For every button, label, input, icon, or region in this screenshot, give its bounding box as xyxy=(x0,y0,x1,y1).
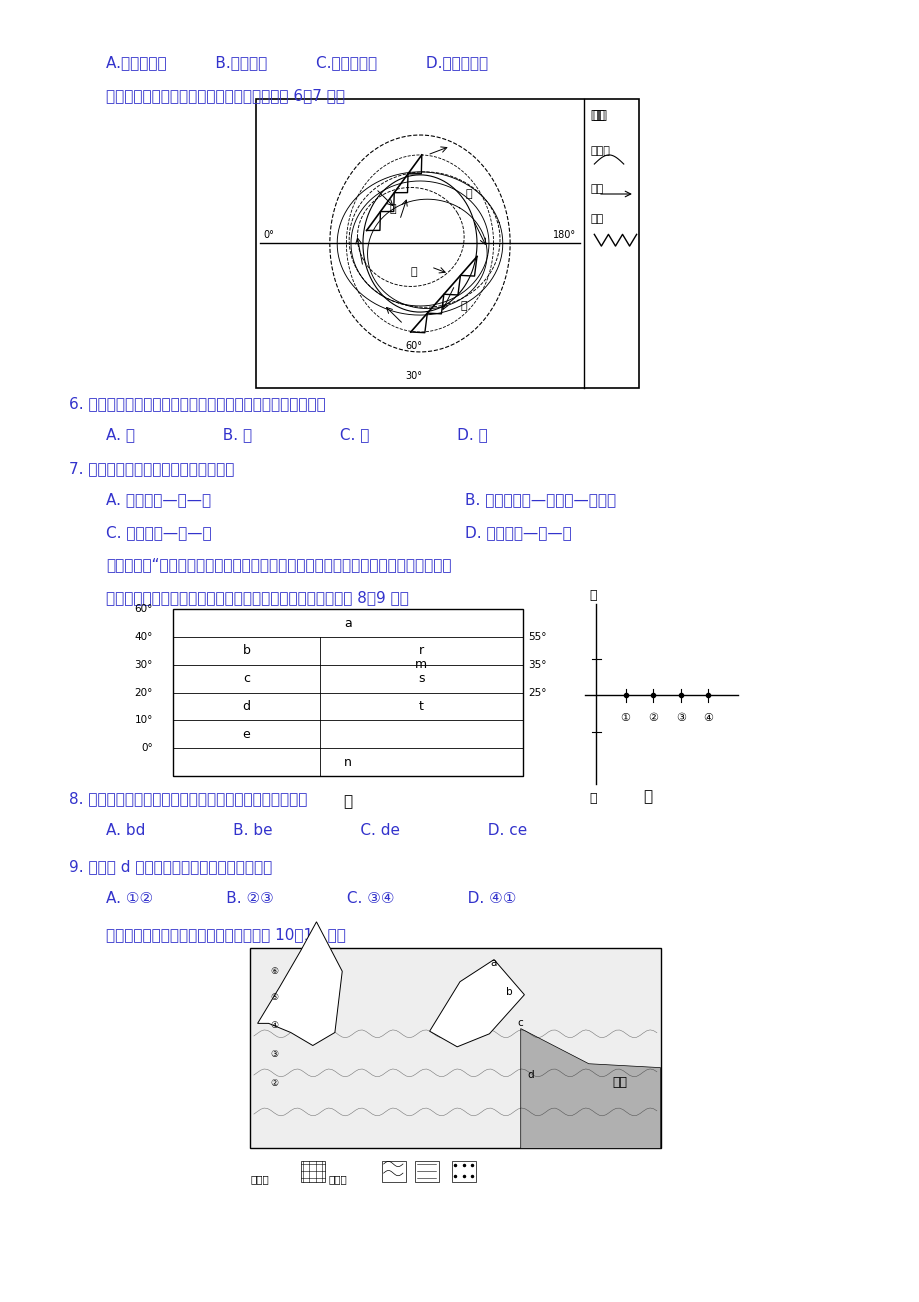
Text: 北: 北 xyxy=(589,589,596,602)
Text: 甲: 甲 xyxy=(390,204,396,215)
Bar xyxy=(414,1161,438,1182)
Text: 图例: 图例 xyxy=(592,109,607,122)
Text: ⑥: ⑥ xyxy=(270,967,278,975)
Text: 7. 沿纹线方向，从甲到乙的天气变化是: 7. 沿纹线方向，从甲到乙的天气变化是 xyxy=(69,461,234,477)
Text: 沉积岩: 沉积岩 xyxy=(328,1174,346,1185)
Text: s: s xyxy=(417,672,424,685)
Text: ③: ③ xyxy=(675,713,685,724)
Text: 0°: 0° xyxy=(263,230,274,241)
Bar xyxy=(451,1161,475,1182)
Text: A. ①②               B. ②③               C. ③④               D. ④①: A. ①② B. ②③ C. ③④ D. ④① xyxy=(106,891,516,906)
Text: a: a xyxy=(491,958,496,969)
Text: 0°: 0° xyxy=(141,743,153,754)
Text: ①: ① xyxy=(620,713,630,724)
Text: 60°: 60° xyxy=(134,604,153,615)
Text: 锋面: 锋面 xyxy=(590,214,603,224)
Bar xyxy=(255,99,639,388)
Text: n: n xyxy=(344,755,351,768)
Text: B. 风向：南风—西南风—东南风: B. 风向：南风—西南风—东南风 xyxy=(464,492,615,508)
Polygon shape xyxy=(429,960,524,1047)
Text: 风向: 风向 xyxy=(590,184,603,194)
Text: c: c xyxy=(243,672,250,685)
Text: 甲: 甲 xyxy=(343,794,352,810)
Text: 下图是某日极地附近风向示意图。读图，完成 6～7 题。: 下图是某日极地附近风向示意图。读图，完成 6～7 题。 xyxy=(106,89,345,104)
Text: 40°: 40° xyxy=(134,631,153,642)
Text: 岩浆岩: 岩浆岩 xyxy=(250,1174,268,1185)
Text: 下图为北半球某区域示意图。读图，完成 10～11 题。: 下图为北半球某区域示意图。读图，完成 10～11 题。 xyxy=(106,927,346,943)
Text: a: a xyxy=(344,617,351,630)
Text: ②: ② xyxy=(648,713,657,724)
Text: 9. 甲图中 d 地区的影子与乙图中对应的可能是: 9. 甲图中 d 地区的影子与乙图中对应的可能是 xyxy=(69,859,272,875)
Text: 同的旗杆，正午时旗杆顶点的影子周年变化范围示意图。完成 8～9 题。: 同的旗杆，正午时旗杆顶点的影子周年变化范围示意图。完成 8～9 题。 xyxy=(106,590,408,605)
Text: A. 甲                  B. 乙                  C. 丙                  D. 丁: A. 甲 B. 乙 C. 丙 D. 丁 xyxy=(106,427,487,443)
Bar xyxy=(381,1161,405,1182)
Text: 丙: 丙 xyxy=(466,189,472,199)
Text: 35°: 35° xyxy=(528,660,546,671)
Text: ④: ④ xyxy=(270,1022,278,1030)
Text: b: b xyxy=(505,987,513,997)
Text: 海洋: 海洋 xyxy=(612,1075,627,1088)
Text: 30°: 30° xyxy=(404,371,422,381)
Text: e: e xyxy=(243,728,250,741)
Text: ⑤: ⑤ xyxy=(270,993,278,1001)
Bar xyxy=(301,1161,324,1182)
Text: d: d xyxy=(242,700,250,713)
Text: 图例: 图例 xyxy=(590,109,605,122)
Text: 6. 图中甲乙丙丁四地中，附近是冷锋且正好经历阴雨天气的是: 6. 图中甲乙丙丁四地中，附近是冷锋且正好经历阴雨天气的是 xyxy=(69,396,325,411)
Text: 下面甲图是“北半球气候类型分布模式图，乙图表示在不同纹度的四地垂直竖立高度相: 下面甲图是“北半球气候类型分布模式图，乙图表示在不同纹度的四地垂直竖立高度相 xyxy=(106,557,451,573)
Text: d: d xyxy=(527,1070,534,1081)
Text: ④: ④ xyxy=(703,713,712,724)
Text: C. 气压：高—低—高: C. 气压：高—低—高 xyxy=(106,525,211,540)
Text: D. 降水：晴—雨—晴: D. 降水：晴—雨—晴 xyxy=(464,525,571,540)
Text: t: t xyxy=(418,700,423,713)
Text: 丁: 丁 xyxy=(460,301,467,311)
Text: 25°: 25° xyxy=(528,687,546,698)
Text: 8. 甲图中，由气压带、风带交替控制而形成的气候类型是: 8. 甲图中，由气压带、风带交替控制而形成的气候类型是 xyxy=(69,792,307,807)
Polygon shape xyxy=(257,922,342,1046)
Polygon shape xyxy=(520,1029,660,1148)
Text: m: m xyxy=(414,659,426,672)
Text: 55°: 55° xyxy=(528,631,546,642)
Text: c: c xyxy=(516,1018,522,1029)
Text: 20°: 20° xyxy=(134,687,153,698)
Text: A.．种植玉米          B.水稻插秧          C.．播种小麦          D.．棉田除草: A.．种植玉米 B.水稻插秧 C.．播种小麦 D.．棉田除草 xyxy=(106,55,487,70)
Bar xyxy=(173,609,522,776)
Text: b: b xyxy=(243,644,250,658)
Text: 等压线: 等压线 xyxy=(590,146,610,156)
Text: ②: ② xyxy=(270,1079,278,1087)
Text: 30°: 30° xyxy=(134,660,153,671)
Text: r: r xyxy=(418,644,424,658)
Text: A. bd                  B. be                  C. de                  D. ce: A. bd B. be C. de D. ce xyxy=(106,823,527,838)
Text: 南: 南 xyxy=(589,792,596,805)
Text: 乙: 乙 xyxy=(411,267,417,277)
Text: ③: ③ xyxy=(270,1051,278,1059)
Text: 60°: 60° xyxy=(404,341,422,352)
Text: 乙: 乙 xyxy=(642,789,652,805)
Text: 180°: 180° xyxy=(552,230,575,241)
Text: 10°: 10° xyxy=(134,715,153,725)
Bar xyxy=(250,948,660,1148)
Text: A. 气温：高—低—高: A. 气温：高—低—高 xyxy=(106,492,210,508)
